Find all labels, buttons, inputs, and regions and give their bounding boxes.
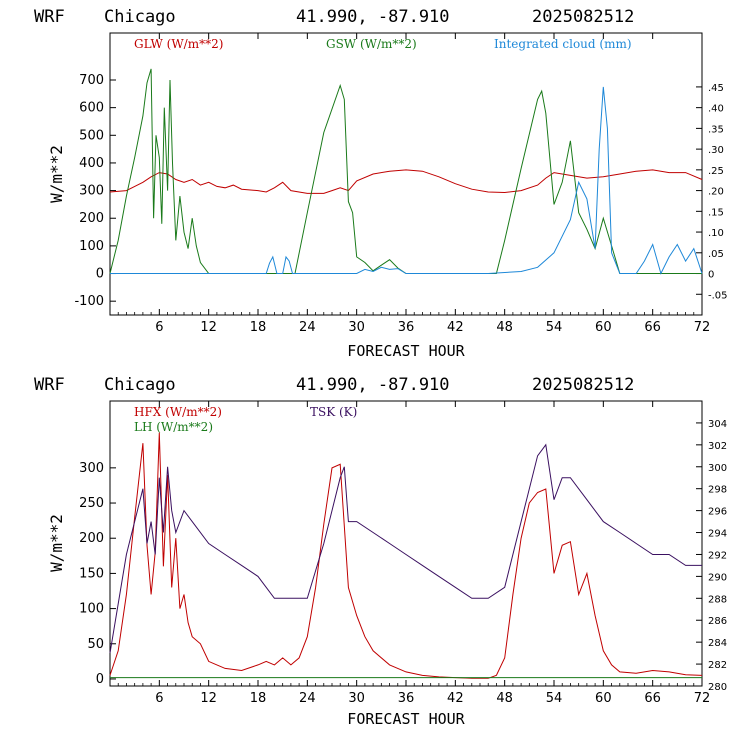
p1-plot-frame	[109, 32, 703, 316]
p1-ylabel: W/m**2	[47, 145, 66, 203]
y-left-tick-label: 0	[96, 672, 104, 687]
x-tick-label: 66	[644, 320, 661, 335]
x-tick-label: 48	[496, 691, 513, 706]
y-right-tick-label: 0	[708, 270, 714, 281]
x-tick-label: 30	[348, 691, 365, 706]
y-right-tick-label: .25	[708, 166, 724, 177]
y-right-tick-label: .30	[708, 145, 724, 156]
y-left-tick-label: 200	[79, 211, 104, 226]
y-right-tick-label: .05	[708, 249, 724, 260]
x-tick-label: 6	[155, 691, 163, 706]
p2-ylabel: W/m**2	[47, 514, 66, 572]
p2-legend-lh: LH (W/m**2)	[134, 420, 213, 434]
series-line-2	[110, 86, 703, 275]
y-right-tick-label: .35	[708, 124, 724, 135]
y-right-tick-label: .40	[708, 104, 724, 115]
y-left-tick-label: 150	[79, 566, 104, 581]
y-right-tick-label: .20	[708, 187, 724, 198]
x-tick-label: 12	[200, 320, 217, 335]
y-left-tick-label: 100	[79, 239, 104, 254]
y-left-tick-label: 200	[79, 531, 104, 546]
y-right-tick-label: 294	[708, 529, 727, 540]
p1-axis-ticks: 6 12 18 24 30 36 42 48 54 60 66 72 -100 0 100 200 300 400…	[74, 33, 728, 335]
p1-header-location: Chicago	[104, 7, 176, 27]
x-tick-label: 42	[447, 691, 464, 706]
p2-axis-ticks: 6 12 18 24 30 36 42 48 54 60 66 72 0 50 100 150 200 250 30…	[79, 401, 727, 706]
y-right-tick-label: 280	[708, 682, 727, 693]
y-left-tick-label: 300	[79, 461, 104, 476]
p2-plot-frame	[109, 400, 703, 687]
x-tick-label: 36	[398, 320, 415, 335]
x-tick-label: 24	[299, 320, 316, 335]
y-right-tick-label: 302	[708, 441, 727, 452]
y-left-tick-label: 0	[96, 267, 104, 282]
x-tick-label: 24	[299, 691, 316, 706]
y-right-tick-label: 284	[708, 638, 727, 649]
p2-legend-hfx: HFX (W/m**2)	[134, 405, 222, 419]
p2-header-run: 2025082512	[532, 375, 634, 395]
p2-header-model: WRF	[34, 375, 65, 395]
p1-legend-glw: GLW (W/m**2)	[134, 37, 223, 51]
p2-legend-tsk: TSK (K)	[310, 405, 357, 419]
y-right-tick-label: 296	[708, 507, 727, 518]
p1-legend-gsw: GSW (W/m**2)	[326, 37, 417, 51]
y-right-tick-label: 288	[708, 594, 727, 605]
y-right-tick-label: 304	[708, 419, 727, 430]
p2-series-group	[109, 432, 703, 679]
x-tick-label: 60	[595, 691, 612, 706]
p1-legend-cloud: Integrated cloud (mm)	[494, 37, 632, 51]
p1-xlabel: FORECAST HOUR	[347, 342, 465, 360]
p1-header-run: 2025082512	[532, 7, 634, 27]
x-tick-label: 72	[694, 691, 711, 706]
x-tick-label: 36	[398, 691, 415, 706]
y-right-tick-label: .45	[708, 83, 724, 94]
y-right-tick-label: 290	[708, 572, 727, 583]
y-right-tick-label: .10	[708, 228, 724, 239]
x-tick-label: 54	[546, 320, 563, 335]
x-tick-label: 48	[496, 320, 513, 335]
x-tick-label: 60	[595, 320, 612, 335]
x-tick-label: 6	[155, 320, 163, 335]
x-tick-label: 12	[200, 691, 217, 706]
series-line-2	[109, 443, 702, 654]
y-left-tick-label: 50	[87, 637, 104, 652]
y-right-tick-label: 282	[708, 660, 727, 671]
y-right-tick-label: .15	[708, 207, 724, 218]
y-left-tick-label: 500	[79, 128, 104, 143]
y-right-tick-label: 286	[708, 616, 727, 627]
y-left-tick-label: 100	[79, 602, 104, 617]
series-line-0	[109, 432, 703, 679]
x-tick-label: 42	[447, 320, 464, 335]
y-left-tick-label: 300	[79, 184, 104, 199]
y-left-tick-label: 600	[79, 101, 104, 116]
series-line-1	[109, 68, 702, 274]
p1-series-group	[109, 68, 703, 275]
p1-header-coords: 41.990, -87.910	[296, 7, 450, 27]
p2-header-coords: 41.990, -87.910	[296, 375, 450, 395]
series-line-0	[109, 169, 703, 194]
x-tick-label: 30	[348, 320, 365, 335]
y-right-tick-label: 298	[708, 485, 727, 496]
y-left-tick-label: 400	[79, 156, 104, 171]
y-left-tick-label: -100	[74, 294, 104, 309]
p1-header-model: WRF	[34, 7, 65, 27]
y-right-tick-label: 300	[708, 463, 727, 474]
x-tick-label: 72	[694, 320, 711, 335]
y-left-tick-label: 250	[79, 496, 104, 511]
x-tick-label: 66	[644, 691, 661, 706]
x-tick-label: 54	[546, 691, 563, 706]
y-right-tick-label: -.05	[708, 290, 728, 301]
p2-header-location: Chicago	[104, 375, 176, 395]
x-tick-label: 18	[250, 691, 267, 706]
y-right-tick-label: 292	[708, 550, 727, 561]
y-left-tick-label: 700	[79, 73, 104, 88]
x-tick-label: 18	[250, 320, 267, 335]
p2-xlabel: FORECAST HOUR	[347, 710, 465, 728]
